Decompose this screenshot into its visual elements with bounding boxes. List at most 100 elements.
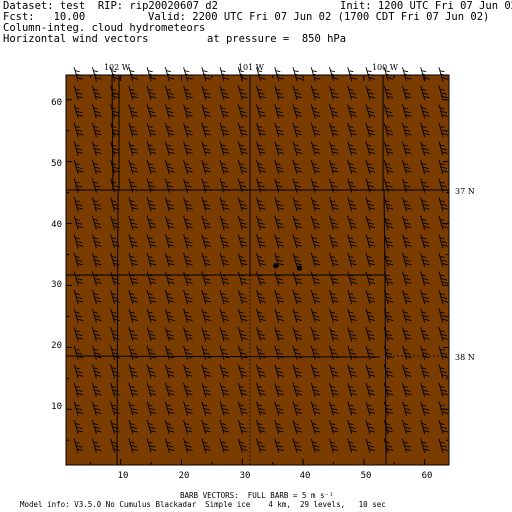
barb-flag <box>294 370 302 374</box>
wind-barb <box>237 364 248 379</box>
wind-barb <box>128 252 138 268</box>
wind-barb <box>164 289 175 305</box>
barb-flag <box>367 389 375 392</box>
barb-flag <box>312 348 317 351</box>
barb-flag <box>149 92 156 95</box>
barb-flag <box>421 367 427 370</box>
barb-flag <box>385 107 390 110</box>
barb-flag <box>275 255 281 258</box>
latitude-label: 37 N <box>455 187 475 196</box>
barb-flag <box>404 445 411 448</box>
wind-barb <box>146 401 157 416</box>
wind-barb <box>237 289 248 305</box>
barb-flag <box>350 430 357 433</box>
barb-flag <box>421 348 427 351</box>
wind-barb <box>402 438 412 453</box>
wind-barb <box>402 85 412 100</box>
barb-flag <box>423 170 430 173</box>
barb-flag <box>95 392 102 396</box>
barb-flag <box>348 330 354 333</box>
barb-flag <box>202 311 208 314</box>
barb-flag <box>275 200 281 203</box>
barb-flag <box>240 426 247 429</box>
barb-flag <box>404 259 411 262</box>
barb-flag <box>222 170 230 173</box>
wind-barb <box>438 104 449 119</box>
barb-flag <box>258 166 265 169</box>
barb-flag <box>367 166 375 169</box>
barb-flag <box>293 404 299 407</box>
barb-flag <box>422 110 429 114</box>
barb-flag <box>422 408 429 411</box>
barb-flag <box>186 114 193 117</box>
barb-flag <box>220 404 226 407</box>
wind-barb <box>274 122 284 138</box>
wind-barb <box>274 159 284 175</box>
barb-flag <box>167 166 174 169</box>
barb-flag <box>203 92 210 95</box>
wind-barb <box>146 122 157 138</box>
barb-flag <box>130 110 137 114</box>
barb-flag <box>148 107 153 110</box>
barb-flag <box>257 423 263 425</box>
wind-barb <box>365 85 376 100</box>
barb-flag <box>440 352 448 355</box>
barb-flag <box>349 240 356 244</box>
wind-barb <box>237 215 248 230</box>
wind-barb <box>237 308 248 323</box>
wind-barb <box>420 289 430 305</box>
barb-flag <box>259 392 266 396</box>
barb-flag <box>348 200 354 203</box>
barb-flag <box>350 281 357 284</box>
barb-flag <box>184 293 190 295</box>
barb-flag <box>184 125 190 128</box>
barb-flag <box>185 240 192 244</box>
barb-flag <box>257 255 263 258</box>
barb-flag <box>168 300 175 303</box>
barb-flag <box>184 311 190 314</box>
barb-flag <box>367 352 375 355</box>
barb-flag <box>387 132 394 136</box>
barb-flag <box>386 315 393 318</box>
barb-flag <box>331 426 338 429</box>
barb-flag <box>293 163 299 165</box>
barb-flag <box>294 240 302 244</box>
barb-flag <box>239 330 244 333</box>
barb-flag <box>314 151 321 154</box>
barb-flag <box>367 278 375 281</box>
barb-flag <box>293 330 299 333</box>
wind-barb <box>91 234 102 249</box>
barb-flag <box>77 95 84 99</box>
barb-flag <box>150 207 157 210</box>
barb-flag <box>277 392 284 396</box>
barb-flag <box>239 125 244 128</box>
barb-flag <box>276 92 283 95</box>
barb-flag <box>331 370 338 374</box>
barb-flag <box>258 370 265 374</box>
wind-barb <box>365 252 376 268</box>
barb-flag <box>166 70 171 73</box>
wind-barb <box>73 141 84 156</box>
wind-barb <box>292 85 303 100</box>
barb-flag <box>130 278 137 281</box>
barb-flag <box>348 163 354 165</box>
barb-flag <box>314 77 321 80</box>
barb-flag <box>440 333 448 337</box>
barb-flag <box>386 389 393 392</box>
wind-barb <box>365 419 376 435</box>
valid-time-label: Valid: 2200 UTC Fri 07 Jun 02 (1700 CDT … <box>148 11 490 23</box>
barb-flag <box>221 166 229 169</box>
wind-barb <box>329 141 339 156</box>
barb-flag <box>295 300 303 303</box>
barb-flag <box>259 244 266 247</box>
wind-barb <box>292 141 303 156</box>
barb-flag <box>131 225 138 229</box>
barb-flag <box>76 408 83 411</box>
barb-flag <box>150 244 157 247</box>
barb-flag <box>366 181 372 184</box>
barb-flag <box>259 95 266 99</box>
barb-flag <box>186 170 193 173</box>
wind-barb <box>201 364 211 379</box>
barb-flag <box>366 293 372 295</box>
barb-flag <box>423 448 430 452</box>
